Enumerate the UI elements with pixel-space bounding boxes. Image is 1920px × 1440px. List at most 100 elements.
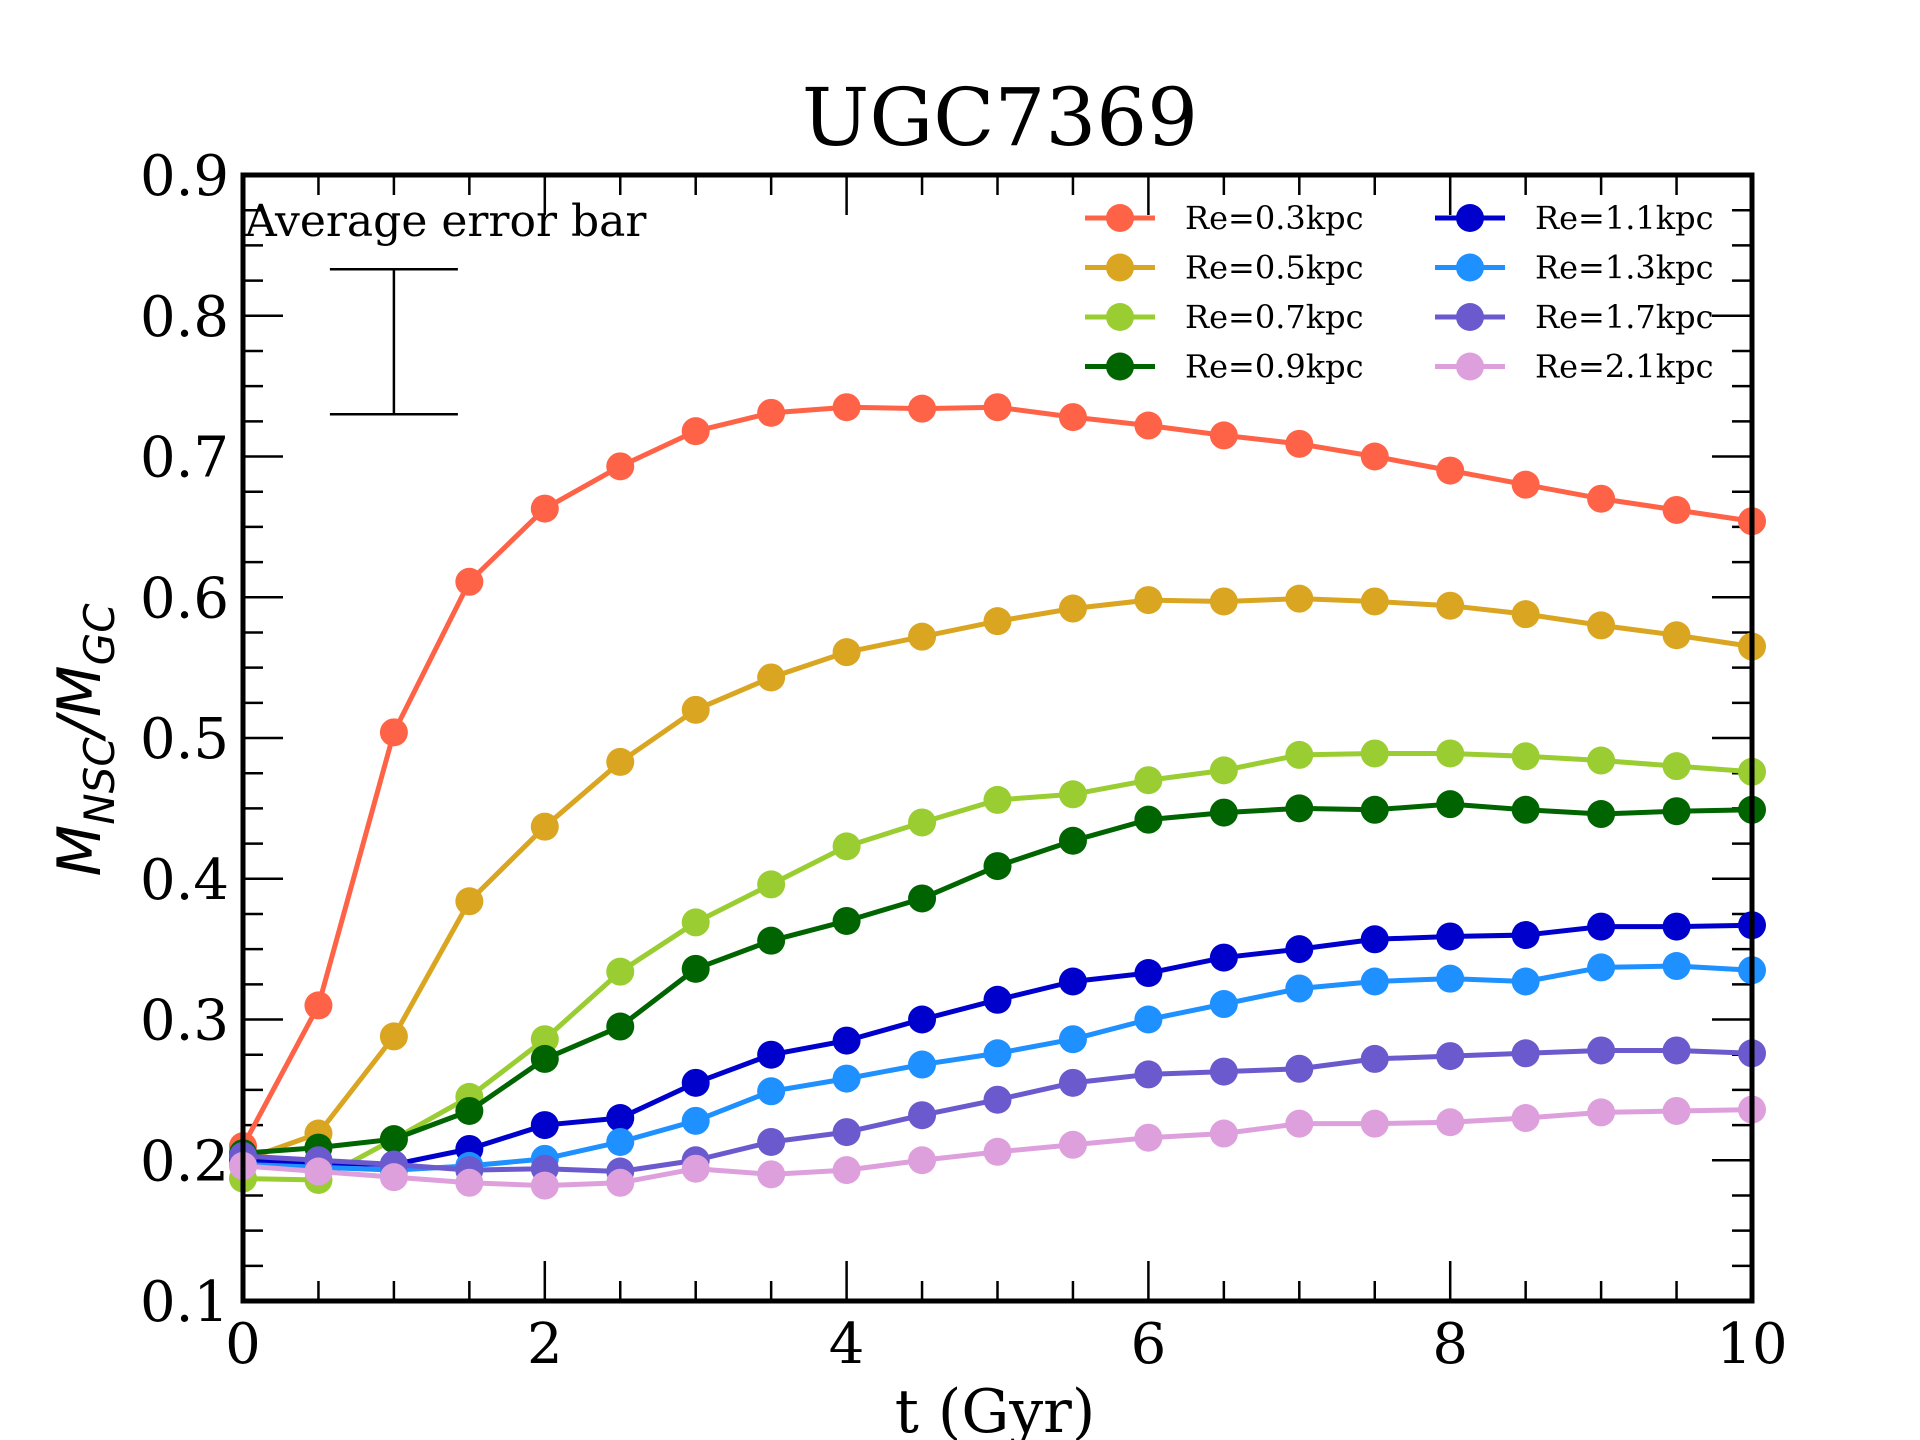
legend-entry: Re=1.3kpc [1435, 249, 1714, 287]
data-point [1587, 953, 1616, 982]
data-point [455, 1096, 484, 1125]
data-point [1662, 1036, 1691, 1065]
x-tick-label: 4 [829, 1312, 865, 1377]
data-point [1436, 1108, 1465, 1137]
data-point [1587, 1098, 1616, 1127]
legend-entry: Re=0.7kpc [1085, 298, 1364, 336]
data-point [1587, 484, 1616, 513]
data-point [606, 1127, 635, 1156]
data-point [832, 638, 861, 667]
data-point [757, 1040, 786, 1069]
y-label-main-sub: NSC [75, 737, 124, 825]
data-point [1134, 411, 1163, 440]
data-point [908, 1050, 937, 1079]
data-point [757, 870, 786, 899]
data-point [681, 1154, 710, 1183]
data-point [1285, 584, 1314, 613]
series-group [229, 393, 1766, 1200]
data-point [1511, 1104, 1540, 1133]
data-point [1285, 935, 1314, 964]
legend-entry: Re=1.7kpc [1435, 298, 1714, 336]
data-point [832, 1064, 861, 1093]
data-point [1662, 912, 1691, 941]
error-bar-label: Average error bar [244, 196, 647, 247]
legend-label: Re=0.5kpc [1185, 249, 1364, 287]
data-point [1436, 456, 1465, 485]
data-point [1134, 766, 1163, 795]
data-point [1360, 1044, 1389, 1073]
y-tick-label: 0.6 [140, 566, 229, 631]
data-point [379, 1125, 408, 1154]
data-point [1058, 1068, 1087, 1097]
data-point [832, 393, 861, 422]
legend-label: Re=1.3kpc [1535, 249, 1714, 287]
data-point [1134, 1123, 1163, 1152]
data-point [530, 1111, 559, 1140]
data-point [908, 622, 937, 651]
legend-entry: Re=2.1kpc [1435, 348, 1714, 386]
data-point [1209, 943, 1238, 972]
legend-marker [1456, 204, 1484, 232]
data-point [1285, 429, 1314, 458]
series-re-2-1kpc [229, 1095, 1766, 1200]
y-tick-label: 0.8 [140, 285, 229, 350]
data-point [1360, 1109, 1389, 1138]
error-bar-annotation: Average error bar [244, 196, 647, 416]
data-point [1436, 922, 1465, 951]
x-tick-label: 8 [1432, 1312, 1468, 1377]
legend-marker [1106, 303, 1134, 331]
data-point [530, 494, 559, 523]
data-point [832, 1156, 861, 1185]
data-point [832, 832, 861, 861]
data-point [832, 1118, 861, 1147]
data-point [1436, 739, 1465, 768]
data-point [681, 908, 710, 937]
data-point [304, 1157, 333, 1186]
data-point [455, 567, 484, 596]
data-point [606, 1168, 635, 1197]
x-tick-label: 2 [527, 1312, 563, 1377]
data-point [1058, 594, 1087, 623]
data-point [1662, 621, 1691, 650]
data-point [1587, 1036, 1616, 1065]
data-point [1511, 967, 1540, 996]
data-point [983, 852, 1012, 881]
data-point [1587, 746, 1616, 775]
data-point [757, 926, 786, 955]
legend-label: Re=0.7kpc [1185, 298, 1364, 336]
data-point [1587, 611, 1616, 640]
data-point [455, 1168, 484, 1197]
y-tick-label: 0.5 [140, 707, 229, 772]
data-point [1209, 421, 1238, 450]
data-point [1134, 1060, 1163, 1089]
data-point [908, 394, 937, 423]
legend-label: Re=0.9kpc [1185, 348, 1364, 386]
data-point [908, 884, 937, 913]
legend-label: Re=2.1kpc [1535, 348, 1714, 386]
data-point [530, 1025, 559, 1054]
data-point [379, 1163, 408, 1192]
legend-marker [1106, 204, 1134, 232]
data-point [1058, 967, 1087, 996]
data-point [1511, 1039, 1540, 1068]
legend-marker [1456, 303, 1484, 331]
data-point [908, 1005, 937, 1034]
data-point [1436, 591, 1465, 620]
legend: Re=0.3kpc Re=0.5kpc Re=0.7kpc Re=0.9kpc Re=1… [1085, 199, 1714, 386]
data-point [1134, 805, 1163, 834]
data-point [983, 607, 1012, 636]
data-point [1285, 794, 1314, 823]
data-point [1436, 964, 1465, 993]
data-point [379, 1022, 408, 1051]
data-point [832, 1026, 861, 1055]
data-point [1436, 790, 1465, 819]
data-point [1285, 1109, 1314, 1138]
data-point [983, 1137, 1012, 1166]
data-point [1587, 912, 1616, 941]
data-point [606, 747, 635, 776]
data-point [455, 887, 484, 916]
data-point [1360, 795, 1389, 824]
data-point [1209, 1119, 1238, 1148]
data-point [908, 808, 937, 837]
